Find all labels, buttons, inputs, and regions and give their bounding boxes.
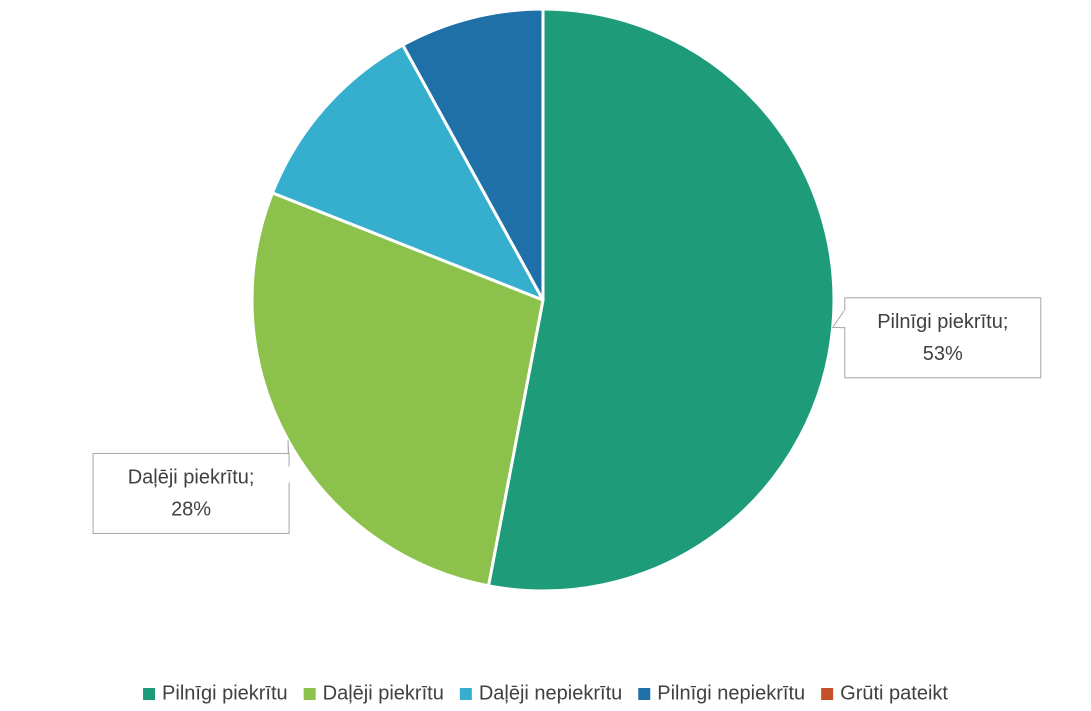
legend-swatch [638,688,651,700]
pie-slice [270,43,545,302]
label-name: Daļēji piekrītu; [128,467,255,489]
legend-swatch [459,688,472,700]
label-category: Pilnīgi piekrītu [877,311,1003,333]
legend-label: Daļēji piekrītu [323,682,444,704]
label-value: 28% [171,499,211,521]
callout-box [92,452,290,534]
label-category: Daļēji piekrītu [128,467,249,489]
callout-box [844,297,1042,379]
legend-label: Pilnīgi nepiekrītu [657,682,805,704]
legend-swatch [821,688,834,700]
pie-slice [250,191,545,588]
label-separator: ; [1003,311,1009,333]
data-label: Pilnīgi piekrītu; 53% [831,297,1042,379]
label-name: Pilnīgi piekrītu; [877,311,1008,333]
legend-swatch [143,688,156,700]
label-separator: ; [249,467,255,489]
pie-slice [401,7,545,302]
legend-label: Grūti pateikt [840,682,948,704]
label-value: 53% [923,343,963,365]
legend-label: Pilnīgi piekrītu [162,682,288,704]
legend-swatch [303,688,316,700]
data-label: Daļēji piekrītu; 28% [92,440,291,534]
legend-label: Daļēji nepiekrītu [479,682,622,704]
legend: Pilnīgi piekrītu Daļēji piekrītu Daļēji ne… [143,682,948,704]
